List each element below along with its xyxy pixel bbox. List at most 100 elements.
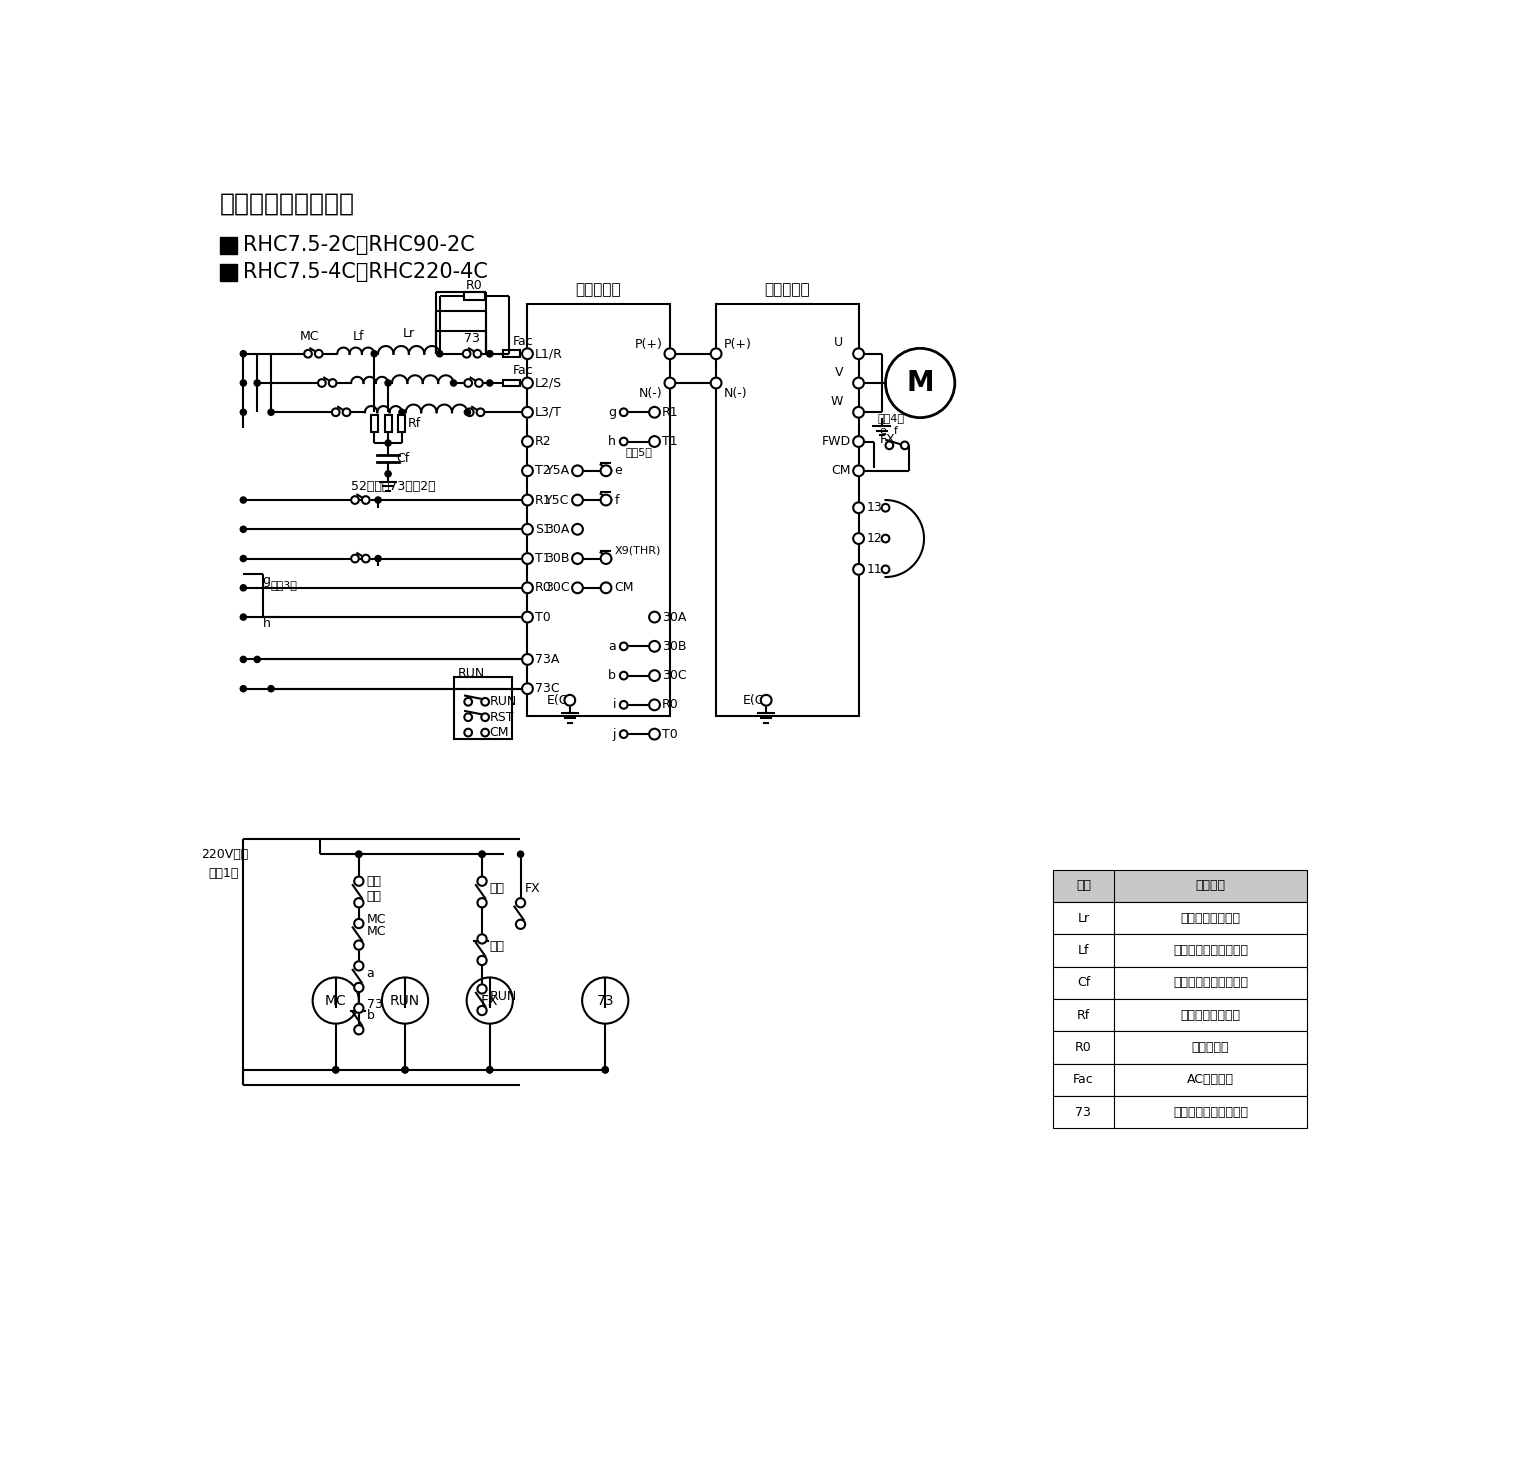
Text: フィルタ用コンデンサ: フィルタ用コンデンサ	[1173, 976, 1248, 989]
Circle shape	[522, 683, 532, 695]
Circle shape	[572, 495, 584, 505]
Circle shape	[854, 406, 864, 418]
Text: 73: 73	[596, 994, 614, 1007]
Text: RUN: RUN	[490, 695, 517, 708]
Text: 30A: 30A	[546, 523, 570, 536]
Circle shape	[240, 686, 247, 692]
Text: 12: 12	[866, 531, 882, 545]
Text: 部品名称: 部品名称	[1196, 879, 1225, 892]
Circle shape	[478, 898, 487, 907]
Circle shape	[885, 442, 893, 449]
Circle shape	[515, 920, 525, 929]
Circle shape	[478, 985, 487, 994]
Circle shape	[268, 409, 274, 415]
Text: 30A: 30A	[662, 611, 687, 624]
Text: フィルタ用抗抗器: フィルタ用抗抗器	[1181, 1008, 1240, 1022]
Text: MC: MC	[367, 913, 387, 926]
Text: RST: RST	[490, 711, 514, 724]
Text: 充電回路用電磁接触器: 充電回路用電磁接触器	[1173, 1105, 1248, 1119]
Circle shape	[854, 564, 864, 574]
Bar	[1052, 935, 1307, 967]
Text: R2: R2	[535, 436, 552, 447]
Bar	[503, 380, 520, 387]
Text: E(G): E(G)	[547, 693, 575, 707]
Circle shape	[478, 955, 487, 966]
Text: Rf: Rf	[408, 417, 421, 430]
Bar	[464, 291, 485, 300]
Circle shape	[462, 350, 470, 358]
Text: e: e	[614, 464, 622, 477]
Circle shape	[240, 614, 247, 620]
Text: 73: 73	[367, 998, 382, 1011]
Circle shape	[882, 534, 890, 542]
Circle shape	[711, 378, 722, 389]
Circle shape	[240, 380, 247, 386]
Circle shape	[481, 714, 490, 721]
Text: FX: FX	[481, 994, 499, 1007]
Circle shape	[374, 498, 381, 503]
Circle shape	[572, 465, 584, 475]
Circle shape	[487, 350, 493, 356]
Circle shape	[318, 380, 326, 387]
Text: Lr: Lr	[1078, 911, 1090, 924]
Circle shape	[268, 686, 274, 692]
Text: a: a	[367, 967, 374, 980]
Text: 13: 13	[866, 502, 882, 514]
Circle shape	[240, 657, 247, 662]
Text: インバータ: インバータ	[764, 283, 810, 297]
Text: L3/T: L3/T	[535, 406, 562, 418]
Text: RHC7.5-4C～RHC220-4C: RHC7.5-4C～RHC220-4C	[244, 262, 488, 283]
Text: R0: R0	[662, 698, 679, 711]
Text: ACヒューズ: ACヒューズ	[1187, 1073, 1234, 1086]
Circle shape	[402, 1067, 408, 1073]
Circle shape	[620, 408, 628, 417]
Text: FX: FX	[525, 882, 540, 895]
Text: T1: T1	[535, 552, 550, 565]
Circle shape	[437, 350, 443, 356]
Circle shape	[620, 730, 628, 737]
Text: T2: T2	[535, 464, 550, 477]
Circle shape	[854, 436, 864, 447]
Text: （注5）: （注5）	[625, 446, 652, 456]
Text: Cf: Cf	[1076, 976, 1090, 989]
Bar	[1052, 999, 1307, 1032]
Text: V: V	[835, 365, 843, 378]
Text: Y5A: Y5A	[546, 464, 570, 477]
Text: 充電抗抗器: 充電抗抗器	[1192, 1041, 1229, 1054]
Circle shape	[600, 495, 611, 505]
Circle shape	[854, 465, 864, 475]
Circle shape	[464, 698, 471, 705]
Circle shape	[479, 851, 485, 857]
Bar	[1052, 1097, 1307, 1129]
Circle shape	[355, 1004, 364, 1013]
Text: b: b	[608, 670, 615, 682]
Bar	[455, 677, 512, 739]
Circle shape	[255, 380, 261, 386]
Circle shape	[854, 378, 864, 389]
Circle shape	[332, 1067, 338, 1073]
Circle shape	[649, 436, 659, 447]
Circle shape	[882, 565, 890, 573]
Circle shape	[355, 919, 364, 929]
Text: ＜ユニットタイプ＞: ＜ユニットタイプ＞	[220, 191, 355, 215]
Text: T1: T1	[662, 436, 678, 447]
Circle shape	[600, 583, 611, 593]
Circle shape	[517, 851, 523, 857]
Circle shape	[522, 378, 532, 389]
Circle shape	[522, 612, 532, 623]
Circle shape	[649, 612, 659, 623]
Circle shape	[854, 533, 864, 545]
Circle shape	[564, 695, 575, 705]
Circle shape	[240, 409, 247, 415]
Text: フィルタ用リアクトル: フィルタ用リアクトル	[1173, 944, 1248, 957]
Circle shape	[664, 349, 675, 359]
Circle shape	[355, 1025, 364, 1035]
Text: 73C: 73C	[535, 682, 559, 695]
Text: 73: 73	[1075, 1105, 1092, 1119]
Circle shape	[620, 437, 628, 446]
Circle shape	[481, 729, 490, 736]
Circle shape	[385, 440, 391, 446]
Text: 30C: 30C	[546, 581, 570, 595]
Circle shape	[761, 695, 772, 705]
Circle shape	[332, 1067, 338, 1073]
